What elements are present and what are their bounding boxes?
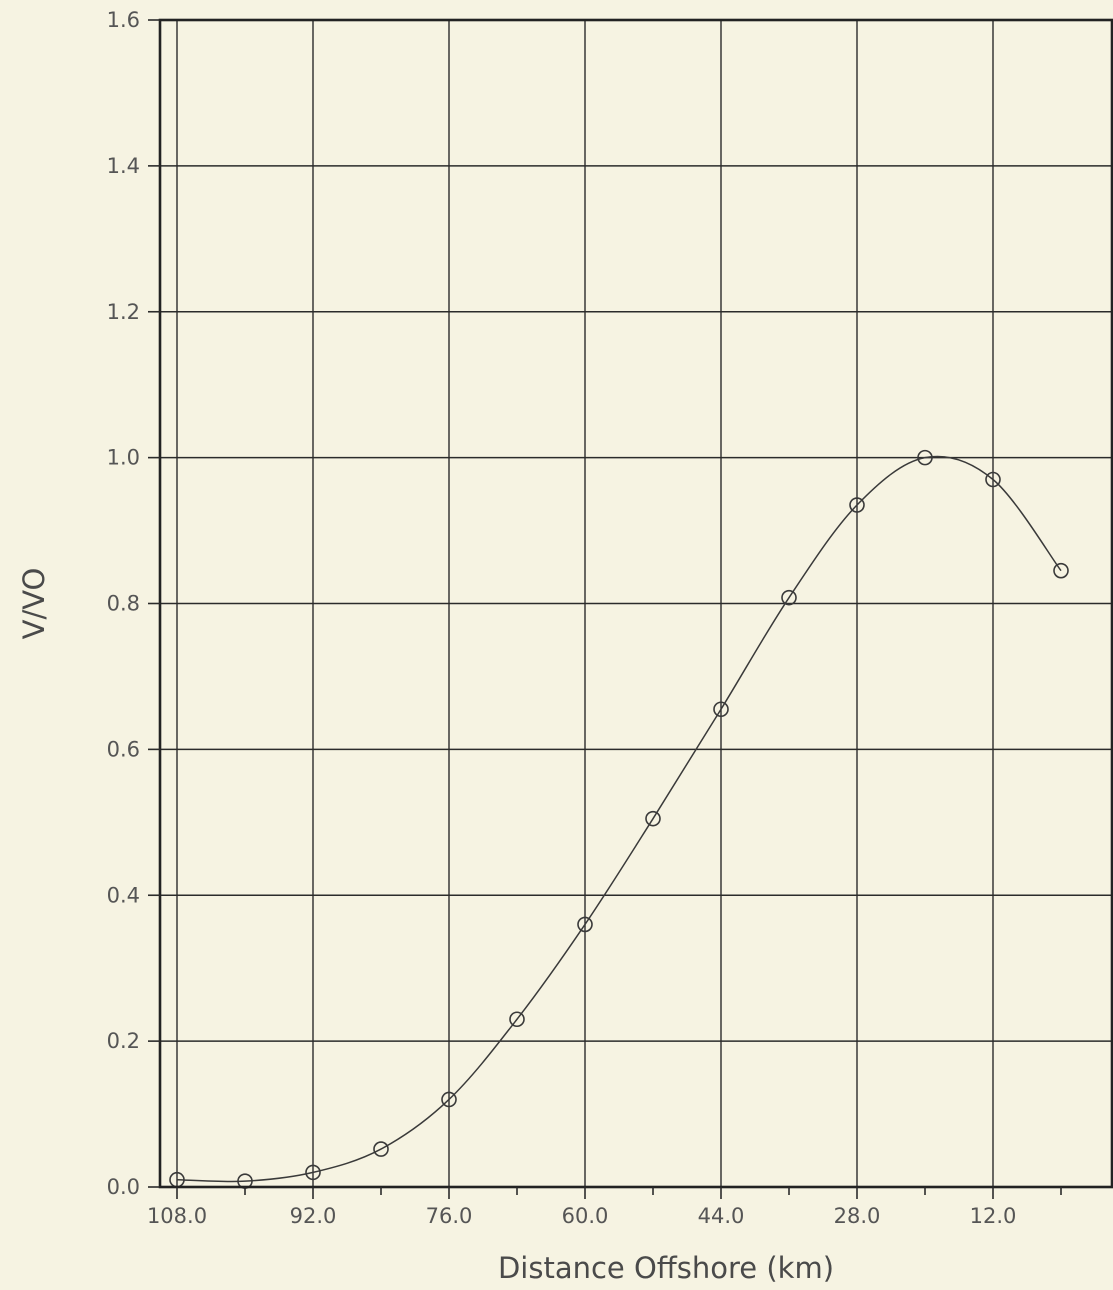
y-tick-label: 1.4 [107,154,140,178]
data-point [713,701,729,718]
x-axis-ticks: 108.0 92.0 76.0 60.0 44.0 28.0 12.0 [147,1187,1062,1228]
series-curve [176,455,1062,1183]
y-axis-ticks: 0.0 0.2 0.4 0.6 0.8 1.0 1.2 1.4 1.6 [107,8,160,1199]
data-point [849,497,865,513]
data-point [577,916,593,933]
x-tick-label: 12.0 [970,1204,1017,1228]
x-axis-title: Distance Offshore (km) [498,1251,834,1285]
y-tick-label: 1.0 [107,446,140,470]
data-point [781,589,797,606]
x-tick-label: 60.0 [562,1204,609,1228]
data-point [373,1141,389,1157]
x-tick-label: 76.0 [426,1204,473,1228]
y-tick-label: 0.2 [107,1029,140,1053]
y-tick-label: 1.6 [107,8,140,32]
x-tick-label: 108.0 [147,1204,207,1228]
data-point [985,471,1001,488]
data-point [305,1164,321,1181]
y-tick-label: 0.0 [107,1175,140,1199]
data-point [917,449,933,466]
data-point [645,810,661,827]
data-point [509,1011,525,1028]
y-tick-label: 1.2 [107,300,140,324]
series-line [176,455,1062,1183]
grid [160,19,1112,1188]
data-point [1053,562,1069,579]
data-points [169,449,1069,1189]
x-tick-label: 28.0 [834,1204,881,1228]
y-tick-label: 0.8 [107,592,140,616]
data-point [441,1091,457,1108]
y-tick-label: 0.6 [107,737,140,761]
x-tick-label: 44.0 [698,1204,745,1228]
y-axis-title: V/VO [17,568,51,640]
x-tick-label: 92.0 [290,1204,337,1228]
y-tick-label: 0.4 [107,883,140,907]
